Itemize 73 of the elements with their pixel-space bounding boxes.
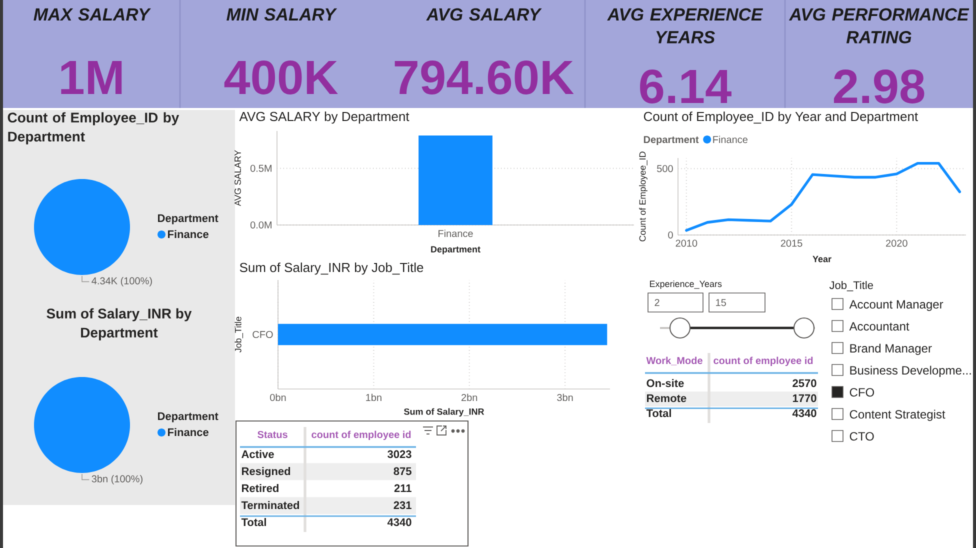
data-label: 1770 [792,394,816,402]
text: Status [258,431,288,438]
y-tick-label: CFO [252,330,273,338]
text: AVG PERFORMANCE RATING [788,8,970,44]
text: count of employee id [714,356,813,366]
category-label: Resigned [242,467,290,478]
x-tick-label: 0bn [270,394,286,402]
text: 15 [716,299,726,306]
text: 2.98 [834,69,924,104]
legend-title: Department [644,136,699,146]
x-tick-label: 1bn [366,394,382,402]
data-label: 4340 [792,409,816,418]
category-label: Brand Manager [850,344,932,355]
x-tick-label: 2010 [676,240,698,247]
x-tick-label: 2020 [886,240,908,247]
text: Job_Title [829,281,873,292]
category-label: Account Manager [849,300,944,311]
data-label: 875 [394,467,412,476]
x-tick-label: 2015 [780,240,802,247]
chart-title: Sum of Salary_INR by Job_Title [240,262,424,275]
category-label: Active [242,450,274,458]
legend-label: Finance [168,230,208,238]
category-label: Business Developme... [850,366,971,377]
x-axis-title: Department [431,246,480,254]
category-label: CFO [850,388,874,397]
y-tick-label: 0 [668,231,673,239]
category-label: Accountant [849,322,910,331]
y-tick-label: 500 [657,165,673,172]
chart-title: Sum of Salary_INR by Department [46,308,192,340]
chart-title: Count of Employee_ID by Department [8,112,180,144]
category-label: On-site [646,379,684,388]
category-label: CTO [850,432,874,441]
data-label: 4340 [387,518,412,526]
text: MAX SALARY [34,8,151,21]
y-axis-title: Count of Employee_ID [639,152,648,242]
y-axis-title: Job_Title [234,316,244,352]
category-label: Retired [242,484,278,492]
category-label: Terminated [241,501,300,510]
y-axis-title: AVG SALARY [234,150,241,206]
x-tick-label: 2bn [462,394,478,402]
legend-label: Finance [713,136,748,144]
x-tick-label: 3bn [557,394,573,402]
data-label: 2570 [792,379,816,388]
chart-title: Count of Employee_ID by Year and Department [644,112,918,124]
text: Experience_Years [650,280,722,289]
text: count of employee id [312,430,411,440]
text: AVG SALARY [426,8,542,21]
data-label: 3bn (100%) [92,475,142,484]
line-series [685,162,962,232]
y-tick-label: 0.5M [250,164,272,172]
legend-label: Finance [168,428,208,436]
x-axis-title: Year [812,256,832,262]
data-label: 4.34K (100%) [92,277,152,286]
data-label: 211 [394,484,412,492]
text: 6.14 [640,69,732,104]
x-axis-title: Sum of Salary_INR [404,408,484,417]
category-label: Total [241,518,266,526]
text: Work_Mode [646,356,702,366]
chart-title: AVG SALARY by Department [239,112,410,124]
legend-title: Department [158,412,218,422]
data-label: 231 [394,501,412,510]
y-tick-label: 0.0M [250,221,272,229]
text: 2 [654,299,660,306]
text: 1M [61,60,122,94]
text: 794.60K [394,60,574,94]
data-label: 3023 [388,450,412,458]
legend-title: Department [158,214,218,224]
category-label: Remote [647,394,686,402]
text: AVG EXPERIENCE YEARS [607,8,764,44]
category-label: Total [646,409,671,418]
text: 400K [224,60,338,94]
text: MIN SALARY [226,8,338,21]
category-label: Content Strategist [850,410,946,421]
